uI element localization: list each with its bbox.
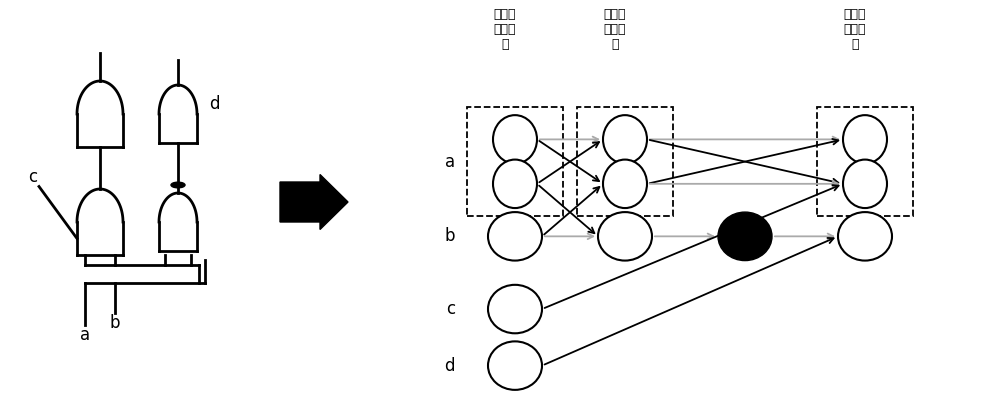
Bar bbox=[577, 107, 673, 216]
Text: 第三种
类型节
点: 第三种 类型节 点 bbox=[604, 8, 626, 51]
Text: d: d bbox=[209, 95, 219, 113]
Ellipse shape bbox=[488, 212, 542, 261]
Text: 第二种
类型节
点: 第二种 类型节 点 bbox=[494, 8, 516, 51]
Ellipse shape bbox=[718, 212, 772, 261]
Text: a: a bbox=[80, 326, 90, 344]
Ellipse shape bbox=[488, 285, 542, 333]
Ellipse shape bbox=[843, 160, 887, 208]
Text: a: a bbox=[445, 153, 455, 170]
Ellipse shape bbox=[603, 160, 647, 208]
Ellipse shape bbox=[493, 160, 537, 208]
Text: d: d bbox=[444, 357, 455, 375]
Text: 第一种
类型节
点: 第一种 类型节 点 bbox=[844, 8, 866, 51]
Ellipse shape bbox=[493, 115, 537, 164]
Text: b: b bbox=[444, 227, 455, 245]
Ellipse shape bbox=[603, 115, 647, 164]
Ellipse shape bbox=[843, 115, 887, 164]
Ellipse shape bbox=[488, 341, 542, 390]
Circle shape bbox=[171, 182, 185, 188]
Text: c: c bbox=[28, 168, 38, 185]
Bar bbox=[467, 107, 563, 216]
Text: b: b bbox=[110, 314, 120, 332]
Text: c: c bbox=[446, 300, 455, 318]
Bar bbox=[817, 107, 913, 216]
Ellipse shape bbox=[838, 212, 892, 261]
FancyArrow shape bbox=[280, 175, 348, 229]
Ellipse shape bbox=[598, 212, 652, 261]
